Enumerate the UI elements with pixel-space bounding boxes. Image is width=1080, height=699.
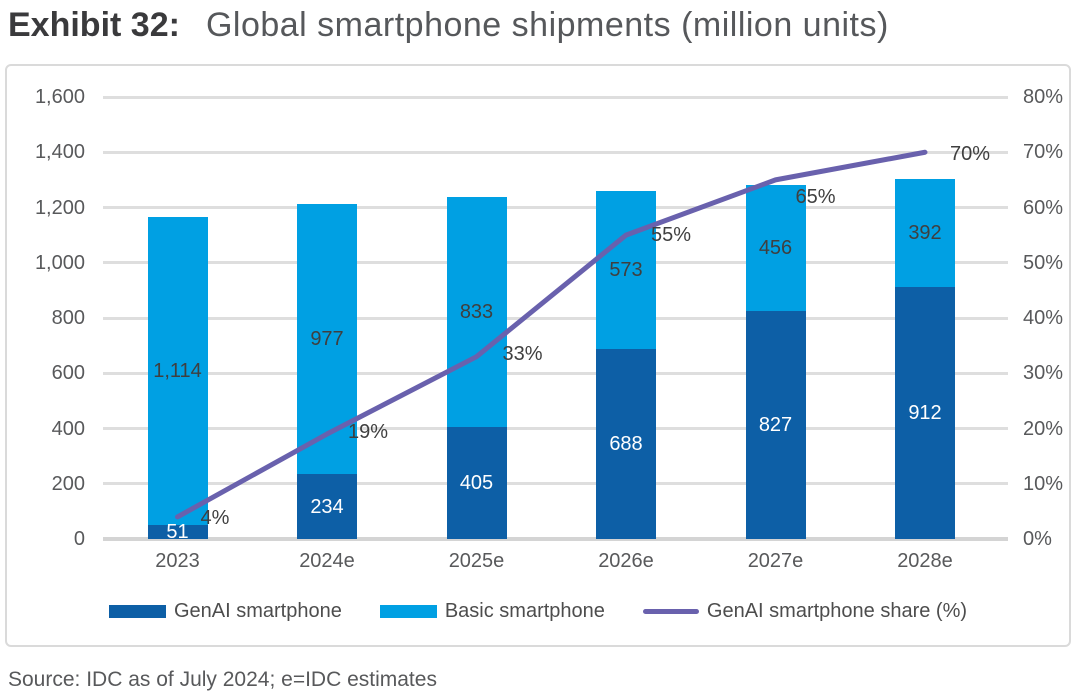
basic-smartphone-bar-segment [446, 197, 507, 428]
gridline [103, 150, 1008, 154]
genai-bar-value-label: 912 [908, 402, 942, 425]
gridline [103, 371, 1008, 375]
basic-smartphone-bar-segment [745, 184, 806, 311]
x-axis-category-label: 2028e [897, 550, 953, 572]
y-axis-tick-left: 1,000 [34, 251, 85, 274]
basic-smartphone-bar-segment [147, 217, 208, 525]
genai-bar-value-label: 51 [166, 520, 189, 543]
genai-bar-value-label: 688 [609, 432, 643, 455]
gridline [103, 316, 1008, 320]
exhibit-number-label: Exhibit 32: [8, 6, 180, 44]
legend-swatch-genai-smartphone-share [642, 609, 699, 614]
genai-smartphone-bar-segment [895, 287, 955, 539]
genai-bar-value-label: 827 [758, 413, 793, 436]
basic-bar-value-label: 977 [310, 328, 344, 351]
y-axis-tick-left: 800 [51, 307, 85, 329]
share-percent-label: 19% [348, 421, 389, 444]
legend-label-genai-smartphone: GenAI smartphone [173, 600, 342, 622]
y-axis-tick-right: 50% [1023, 251, 1064, 274]
legend-item-genai-smartphone: GenAI smartphone [108, 600, 342, 623]
legend-label-genai-smartphone-share: GenAI smartphone share (%) [706, 600, 968, 622]
basic-bar-value-label: 1,114 [153, 360, 202, 383]
basic-bar-value-label: 392 [908, 221, 942, 244]
x-axis-baseline [103, 537, 1008, 541]
legend-swatch-basic-smartphone [379, 605, 437, 618]
basic-bar-value-label: 573 [609, 258, 643, 281]
y-axis-tick-left: 400 [51, 417, 85, 440]
y-axis-tick-left: 200 [51, 472, 85, 495]
gridline [103, 206, 1008, 209]
y-axis-tick-left: 1,400 [34, 141, 85, 164]
basic-smartphone-bar-segment [297, 204, 357, 475]
share-percent-label: 4% [200, 506, 230, 529]
legend-swatch-genai-smartphone [108, 605, 166, 618]
gridline [103, 482, 1008, 486]
genai-bar-value-label: 234 [310, 495, 344, 518]
chart-card: 0 0% 200 10% 400 20% 600 30% 800 40% 1,000 50% 1,200… [5, 64, 1071, 647]
share-percent-label: 70% [950, 143, 991, 166]
y-axis-tick-right: 70% [1023, 141, 1064, 164]
chart-legend: GenAI smartphone Basic smartphone GenAI sm… [7, 600, 1069, 623]
y-axis-tick-left: 1,200 [34, 196, 85, 219]
gridline [103, 95, 1008, 99]
x-axis-category-label: 2025e [448, 550, 505, 572]
basic-bar-value-label: 833 [459, 301, 494, 324]
share-percent-label: 33% [502, 342, 543, 365]
y-axis-tick-right: 60% [1023, 196, 1064, 219]
y-axis-tick-right: 80% [1023, 86, 1064, 108]
y-axis-tick-right: 40% [1023, 307, 1064, 329]
x-axis-category-label: 2027e [747, 550, 804, 572]
y-axis-tick-right: 30% [1023, 362, 1064, 385]
chart-title-text: Global smartphone shipments (million uni… [205, 6, 889, 44]
genai-share-line [175, 149, 928, 520]
y-axis-tick-right: 0% [1023, 528, 1052, 550]
gridline [103, 261, 1008, 265]
genai-smartphone-bar-segment [147, 524, 208, 539]
source-note: Source: IDC as of July 2024; e=IDC estim… [8, 668, 437, 691]
share-percent-label: 65% [795, 185, 836, 208]
basic-smartphone-bar-segment [895, 178, 955, 288]
basic-smartphone-bar-segment [596, 190, 656, 349]
legend-item-basic-smartphone: Basic smartphone [379, 600, 605, 623]
y-axis-tick-left: 0 [73, 528, 85, 550]
legend-label-basic-smartphone: Basic smartphone [444, 600, 605, 622]
legend-item-genai-smartphone-share: GenAI smartphone share (%) [642, 600, 968, 623]
basic-bar-value-label: 456 [758, 236, 793, 259]
gridline [103, 427, 1008, 430]
genai-smartphone-bar-segment [446, 427, 507, 539]
x-axis-category-label: 2023 [155, 550, 200, 572]
share-percent-label: 55% [651, 224, 692, 247]
exhibit-title: Exhibit 32: Global smartphone shipments (… [8, 2, 889, 48]
genai-smartphone-bar-segment [745, 310, 806, 539]
y-axis-tick-left: 1,600 [34, 86, 85, 108]
x-axis-category-label: 2026e [598, 550, 654, 572]
y-axis-tick-right: 10% [1023, 472, 1064, 495]
x-axis-category-label: 2024e [299, 550, 355, 572]
genai-share-line-layer [175, 149, 928, 520]
genai-smartphone-bar-segment [297, 474, 357, 539]
y-axis-tick-right: 20% [1023, 417, 1064, 440]
plot-area: 0 0% 200 10% 400 20% 600 30% 800 40% 1,000 50% 1,200… [7, 66, 1069, 645]
genai-smartphone-bar-segment [596, 348, 656, 539]
y-axis-tick-left: 600 [51, 362, 85, 385]
genai-bar-value-label: 405 [459, 472, 494, 495]
